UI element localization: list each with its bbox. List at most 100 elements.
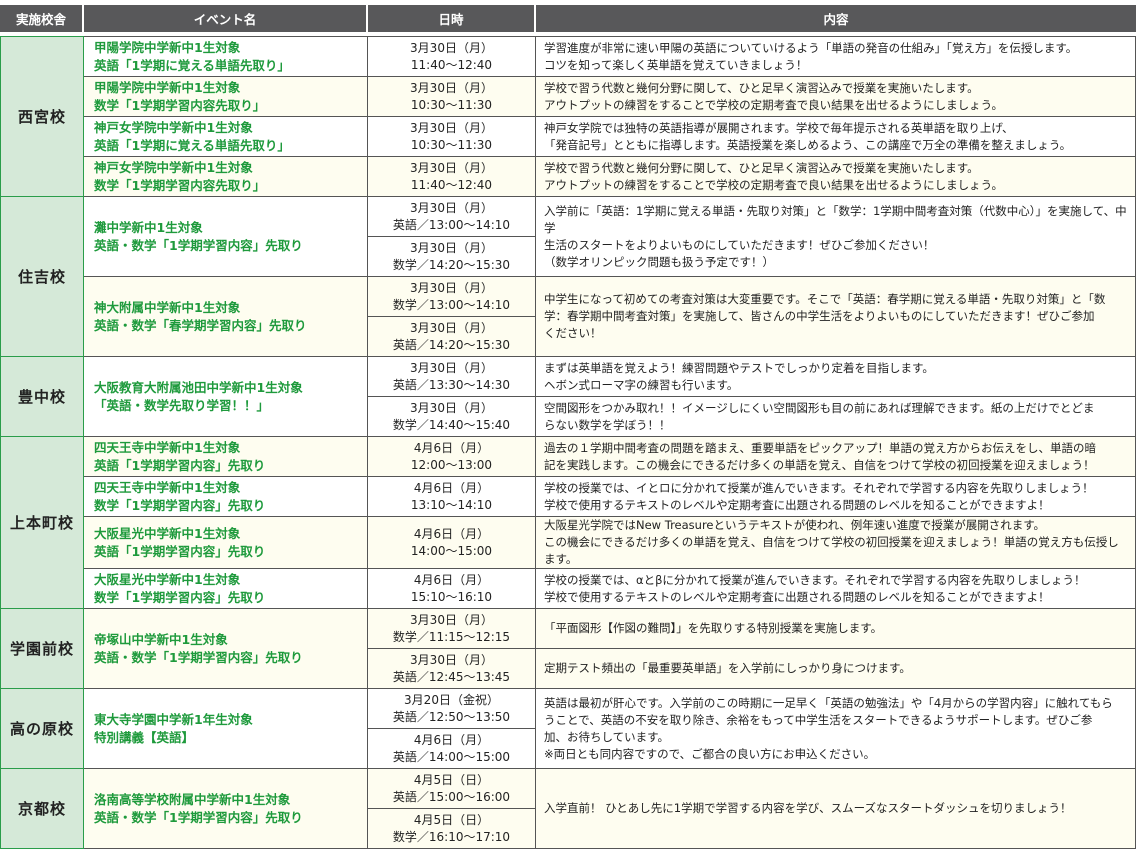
description-line: 空間図形をつかみ取れ！！イメージしにくい空間図形も目の前にあれば理解できます。紙… <box>544 400 1095 415</box>
event-title-line: 東大寺学園中学新1年生対象 <box>94 711 253 727</box>
event-description: まずは英単語を覚えよう！練習問題やテストでしっかり定着を目指します。 ヘボン式ロー… <box>535 356 1136 397</box>
description-line: 定期テスト頻出の「最重要英単語」を入学前にしっかり身につけます。 <box>544 661 911 675</box>
event-time: 英語／15:00〜16:00 <box>392 789 511 804</box>
description-line: 学校で習う代数と幾何分野に関して、ひと足早く演習込みで授業を実施いたします。 <box>544 160 979 175</box>
event-date: 4月6日（月） <box>413 480 490 495</box>
event-date: 3月30日（月） <box>410 280 493 295</box>
event-title-line: 大阪星光中学新中1生対象 <box>94 525 241 541</box>
event-description: 学習進度が非常に速い甲陽の英語についていけるよう「単語の発音の仕組み」「覚え方」… <box>535 36 1136 77</box>
event-date: 3月30日（月） <box>410 652 493 667</box>
event-time: 英語／13:30〜14:30 <box>392 377 511 392</box>
event-name: 大阪星光中学新中1生対象 数学「1学期学習内容」先取り <box>83 568 368 609</box>
event-datetime: 4月6日（月） 英語／14:00〜15:00 <box>367 728 536 769</box>
description-line: 学校で習う代数と幾何分野に関して、ひと足早く演習込みで授業を実施いたします。 <box>544 80 979 95</box>
event-title-line: 灘中学新中1生対象 <box>94 219 203 235</box>
event-date: 3月30日（月） <box>410 80 493 95</box>
event-name: 神戸女学院中学新中1生対象英語「1学期に覚える単語先取り」 <box>83 116 368 157</box>
description-line: 学校の授業では、イとロに分かれて授業が進んでいきます。それぞれで学習する内容を先… <box>544 480 1094 495</box>
event-title-line: 「英語・数学先取り学習！！」 <box>94 397 270 413</box>
description-line: 英語は最初が肝心です。入学前のこの時期に一足早く「英語の勉強法」や「4月からの学… <box>544 695 1113 710</box>
description-line: ください！ <box>544 326 602 340</box>
event-title-line: 甲陽学院中学新中1生対象 <box>94 39 241 55</box>
table-row: 西宮校 甲陽学院中学新中1生対象 英語「1学期に覚える単語先取り」 3月30日（月） 1… <box>0 36 1136 197</box>
event-date: 3月30日（月） <box>410 400 493 415</box>
table-row: 京都校 洛南高等学校附属中学新中1生対象 英語・数学「1学期学習内容」先取り 4月5日… <box>0 768 1136 849</box>
event-name: 灘中学新中1生対象英語・数学「1学期学習内容」先取り <box>83 196 368 277</box>
event-datetime: 3月20日（金祝） 英語／12:50〜13:50 <box>367 688 536 729</box>
event-description: 学校で習う代数と幾何分野に関して、ひと足早く演習込みで授業を実施いたします。アウ… <box>535 76 1136 117</box>
event-datetime: 3月30日（月） 10:30〜11:30 <box>367 76 536 117</box>
event-description: 中学生になって初めての考査対策は大変重要です。そこで「英語：春学期に覚える単語・… <box>535 276 1136 357</box>
school-name: 上本町校 <box>0 436 84 609</box>
event-title-line: 英語・数学「1学期学習内容」先取り <box>94 809 303 825</box>
event-datetime: 3月30日（月） 数学／14:40〜15:40 <box>367 396 536 437</box>
school-name: 学園前校 <box>0 608 84 689</box>
description-line: らない数学を学ぼう！！ <box>544 417 671 432</box>
event-description: 空間図形をつかみ取れ！！イメージしにくい空間図形も目の前にあれば理解できます。紙… <box>535 396 1136 437</box>
event-name: 神大附属中学新中1生対象 英語・数学「春学期学習内容」先取り <box>83 276 368 357</box>
event-title-line: 大阪教育大附属池田中学新中1生対象 <box>94 379 303 395</box>
event-description: 学校で習う代数と幾何分野に関して、ひと足早く演習込みで授業を実施いたします。 アウ… <box>535 156 1136 197</box>
school-name: 豊中校 <box>0 356 84 437</box>
event-date: 3月30日（月） <box>410 240 493 255</box>
event-datetime: 3月30日（月） 11:40〜12:40 <box>367 36 536 77</box>
description-line: 「発音記号」とともに指導します。英語授業を楽しめるよう、この講座で万全の準備を整… <box>544 137 1072 152</box>
description-line: ヘボン式ローマ字の練習も行います。 <box>544 377 739 392</box>
event-date: 4月6日（月） <box>413 526 490 541</box>
table-row: 神大附属中学新中1生対象 英語・数学「春学期学習内容」先取り 3月30日（月） 数学／… <box>0 276 1136 357</box>
description-line: 中学生になって初めての考査対策は大変重要です。そこで「英語：春学期に覚える単語・… <box>544 292 1106 306</box>
event-title-line: 帝塚山中学新中1生対象 <box>94 631 228 647</box>
event-date: 3月30日（月） <box>410 612 493 627</box>
event-title-line: 神戸女学院中学新中1生対象 <box>94 119 253 135</box>
event-description: 入学前に「英語：1学期に覚える単語・先取り対策」と「数学：1学期中間考査対策（代… <box>535 196 1136 277</box>
table-row: 神戸女学院中学新中1生対象 数学「1学期学習内容先取り」 3月30日（月） 11:40… <box>0 156 1136 197</box>
event-title-line: 数学「1学期学習内容先取り」 <box>94 177 266 193</box>
event-datetime: 3月30日（月） 英語／12:45〜13:45 <box>367 648 536 689</box>
event-datetime: 3月30日（月） 数学／11:15〜12:15 <box>367 608 536 649</box>
event-time: 英語／13:00〜14:10 <box>392 217 511 232</box>
school-name: 西宮校 <box>0 36 84 197</box>
event-date: 4月5日（日） <box>413 772 490 787</box>
event-name: 四天王寺中学新中1生対象英語「1学期学習内容」先取り <box>83 436 368 477</box>
event-time: 英語／12:50〜13:50 <box>392 709 511 724</box>
school-name: 高の原校 <box>0 688 84 769</box>
description-line: この機会にできるだけ多くの単語を覚え、自信をつけて学校の初回授業を迎えましょう！… <box>544 535 1119 566</box>
event-date: 4月6日（月） <box>413 440 490 455</box>
table-row: 住吉校 灘中学新中1生対象 英語・数学「1学期学習内容」先取り 3月30日（月） 英語／… <box>0 196 1136 357</box>
event-title-line: 英語「1学期学習内容」先取り <box>94 457 266 473</box>
event-name: 甲陽学院中学新中1生対象 英語「1学期に覚える単語先取り」 <box>83 36 368 77</box>
event-title-line: 英語・数学「1学期学習内容」先取り <box>94 649 303 665</box>
description-line: 学校の授業では、αとβに分かれて授業が進んでいきます。それぞれで学習する内容を先… <box>544 572 1086 587</box>
description-line: アウトプットの練習をすることで学校の定期考査で良い結果を出せるようにしましょう。 <box>544 97 1003 112</box>
event-description: 英語は最初が肝心です。入学前のこの時期に一足早く「英語の勉強法」や「4月からの学… <box>535 688 1136 769</box>
event-date: 4月5日（日） <box>413 812 490 827</box>
event-time: 11:40〜12:40 <box>410 177 493 192</box>
event-title-line: 四天王寺中学新中1生対象 <box>94 439 241 455</box>
event-datetime: 3月30日（月） 数学／13:00〜14:10 <box>367 276 536 317</box>
table-row: 高の原校 東大寺学園中学新1年生対象 特別講義【英語】 3月20日（金祝） 英語／12:… <box>0 688 1136 769</box>
description-line: 神戸女学院では独特の英語指導が展開されます。学校で毎年提示される英単語を取り上げ… <box>544 120 1014 135</box>
event-title-line: 英語「1学期学習内容」先取り <box>94 543 266 559</box>
description-line: 「平面図形【作図の難問】」を先取りする特別授業を実施します。 <box>544 621 883 635</box>
event-description: 大阪星光学院ではNew Treasureというテキストが使われ、例年速い進度で授… <box>535 516 1136 569</box>
event-title-line: 英語「1学期に覚える単語先取り」 <box>94 137 290 153</box>
event-name: 神戸女学院中学新中1生対象 数学「1学期学習内容先取り」 <box>83 156 368 197</box>
event-datetime: 3月30日（月） 英語／13:30〜14:30 <box>367 356 536 397</box>
event-time: 英語／14:20〜15:30 <box>392 337 511 352</box>
event-name: 大阪星光中学新中1生対象英語「1学期学習内容」先取り <box>83 516 368 569</box>
event-datetime: 3月30日（月） 数学／14:20〜15:30 <box>367 236 536 277</box>
event-description: 定期テスト頻出の「最重要英単語」を入学前にしっかり身につけます。 <box>535 648 1136 689</box>
description-line: 入学前に「英語：1学期に覚える単語・先取り対策」と「数学：1学期中間考査対策（代… <box>544 203 1127 235</box>
event-time: 10:30〜11:30 <box>410 137 493 152</box>
description-line: 過去の１学期中間考査の問題を踏まえ、重要単語をピックアップ！単語の覚え方からお伝… <box>544 440 1096 455</box>
event-title-line: 英語・数学「1学期学習内容」先取り <box>94 237 303 253</box>
event-datetime: 4月5日（日） 数学／16:10〜17:10 <box>367 808 536 849</box>
event-name: 帝塚山中学新中1生対象英語・数学「1学期学習内容」先取り <box>83 608 368 689</box>
table-row: 四天王寺中学新中1生対象 数学「1学期学習内容」先取り 4月6日（月） 13:10〜1… <box>0 476 1136 517</box>
event-title-line: 神戸女学院中学新中1生対象 <box>94 159 253 175</box>
event-title-line: 数学「1学期学習内容先取り」 <box>94 97 266 113</box>
header-content: 内容 <box>534 5 1136 32</box>
description-line: 加、お待ちしています。 <box>544 729 670 744</box>
event-time: 11:40〜12:40 <box>410 57 493 72</box>
table-row: 大阪星光中学新中1生対象 数学「1学期学習内容」先取り 4月6日（月） 15:10〜1… <box>0 568 1136 609</box>
